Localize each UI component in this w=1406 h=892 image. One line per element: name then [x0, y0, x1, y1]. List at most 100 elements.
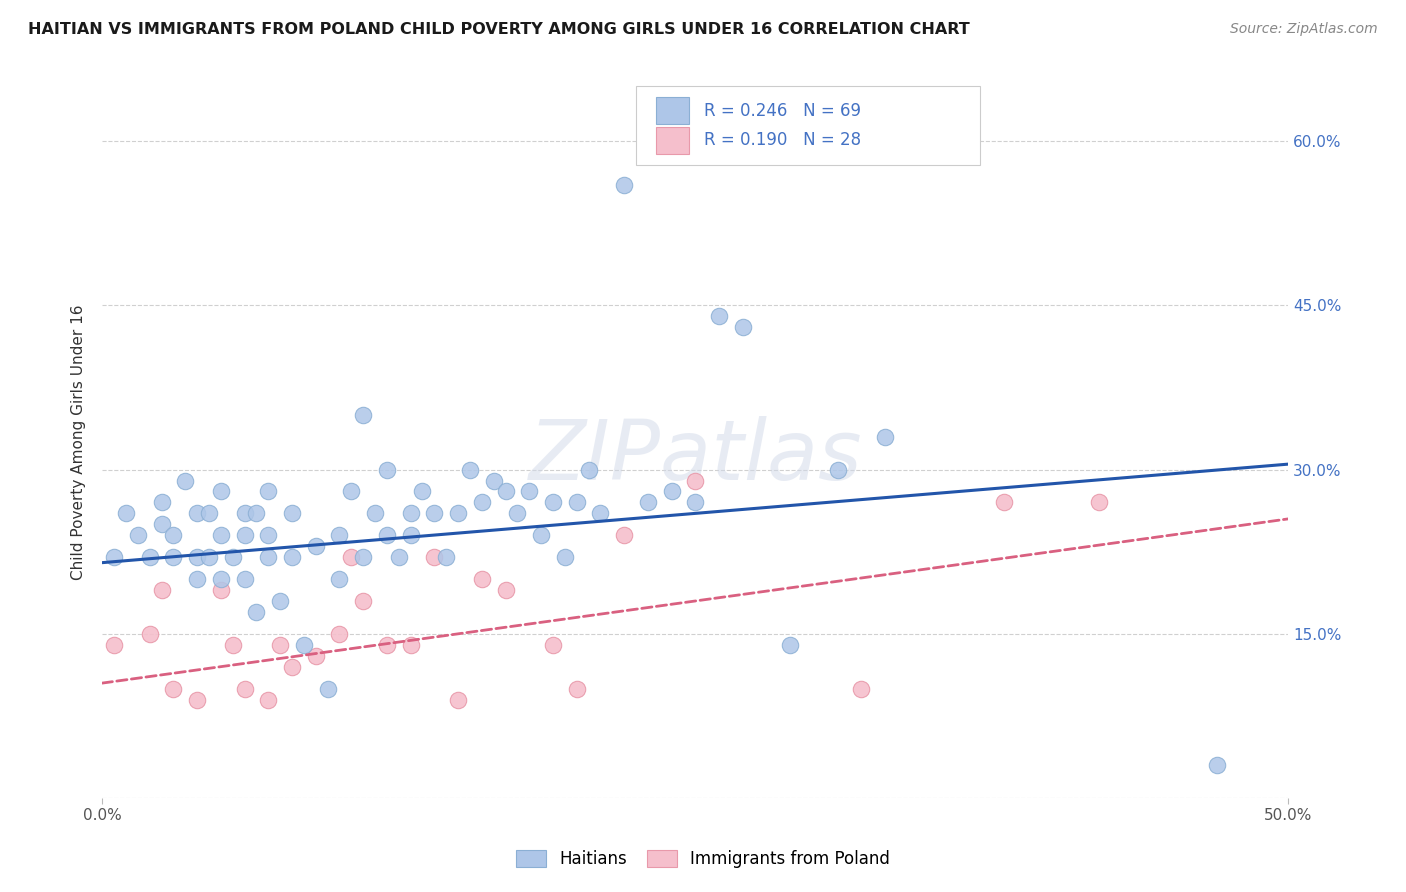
FancyBboxPatch shape [657, 127, 689, 154]
Point [162, 681, 184, 696]
Point [731, 320, 754, 334]
Point [103, 550, 125, 565]
Point [613, 178, 636, 192]
Point [565, 681, 588, 696]
Point [340, 550, 363, 565]
Point [198, 550, 221, 565]
Point [245, 507, 267, 521]
Point [150, 495, 173, 509]
Point [340, 484, 363, 499]
Point [458, 462, 481, 476]
Point [388, 550, 411, 565]
Point [434, 550, 457, 565]
Point [352, 550, 374, 565]
Point [269, 638, 291, 652]
Point [138, 627, 160, 641]
Point [186, 550, 208, 565]
Point [352, 408, 374, 422]
Point [375, 462, 398, 476]
Point [233, 528, 256, 542]
Point [411, 484, 433, 499]
Point [1087, 495, 1109, 509]
Point [281, 550, 304, 565]
Point [127, 528, 149, 542]
Point [209, 528, 232, 542]
Point [827, 462, 849, 476]
Point [541, 495, 564, 509]
Point [506, 507, 529, 521]
Point [399, 638, 422, 652]
Point [162, 528, 184, 542]
Point [613, 528, 636, 542]
Point [685, 495, 707, 509]
Point [328, 572, 350, 586]
Point [222, 638, 245, 652]
Point [375, 638, 398, 652]
Point [292, 638, 315, 652]
Point [233, 681, 256, 696]
Text: HAITIAN VS IMMIGRANTS FROM POLAND CHILD POVERTY AMONG GIRLS UNDER 16 CORRELATION: HAITIAN VS IMMIGRANTS FROM POLAND CHILD … [28, 22, 970, 37]
Text: R = 0.246   N = 69: R = 0.246 N = 69 [703, 102, 860, 120]
Point [305, 539, 328, 553]
Text: Source: ZipAtlas.com: Source: ZipAtlas.com [1230, 22, 1378, 37]
Point [150, 517, 173, 532]
Point [471, 495, 494, 509]
Point [375, 528, 398, 542]
Point [541, 638, 564, 652]
Point [399, 528, 422, 542]
Point [233, 572, 256, 586]
Point [174, 474, 197, 488]
Point [257, 528, 280, 542]
Point [364, 507, 387, 521]
Point [150, 582, 173, 597]
Point [707, 310, 730, 324]
Point [103, 638, 125, 652]
Point [257, 550, 280, 565]
Point [138, 550, 160, 565]
Legend: Haitians, Immigrants from Poland: Haitians, Immigrants from Poland [509, 843, 897, 875]
Point [186, 507, 208, 521]
Point [209, 582, 232, 597]
Point [495, 484, 517, 499]
Point [423, 507, 446, 521]
Point [233, 507, 256, 521]
Point [316, 681, 339, 696]
Point [281, 507, 304, 521]
Point [198, 507, 221, 521]
Point [447, 692, 470, 706]
Text: ZIPatlas: ZIPatlas [529, 416, 862, 497]
Point [565, 495, 588, 509]
Point [269, 594, 291, 608]
Point [685, 474, 707, 488]
Point [423, 550, 446, 565]
Point [209, 484, 232, 499]
Point [554, 550, 576, 565]
Point [257, 692, 280, 706]
Point [637, 495, 659, 509]
Point [162, 550, 184, 565]
Point [471, 572, 494, 586]
Point [305, 648, 328, 663]
Point [589, 507, 612, 521]
Point [186, 572, 208, 586]
Point [352, 594, 374, 608]
Point [209, 572, 232, 586]
Point [245, 605, 267, 619]
Point [257, 484, 280, 499]
Text: R = 0.190   N = 28: R = 0.190 N = 28 [703, 131, 860, 150]
Point [328, 627, 350, 641]
Point [779, 638, 801, 652]
Point [851, 681, 873, 696]
Point [482, 474, 505, 488]
FancyBboxPatch shape [657, 97, 689, 124]
Point [222, 550, 245, 565]
Point [399, 507, 422, 521]
Point [875, 430, 897, 444]
Point [578, 462, 600, 476]
Y-axis label: Child Poverty Among Girls Under 16: Child Poverty Among Girls Under 16 [72, 304, 86, 580]
Point [281, 659, 304, 673]
Point [1206, 758, 1229, 772]
Point [530, 528, 553, 542]
Point [495, 582, 517, 597]
FancyBboxPatch shape [636, 87, 980, 165]
